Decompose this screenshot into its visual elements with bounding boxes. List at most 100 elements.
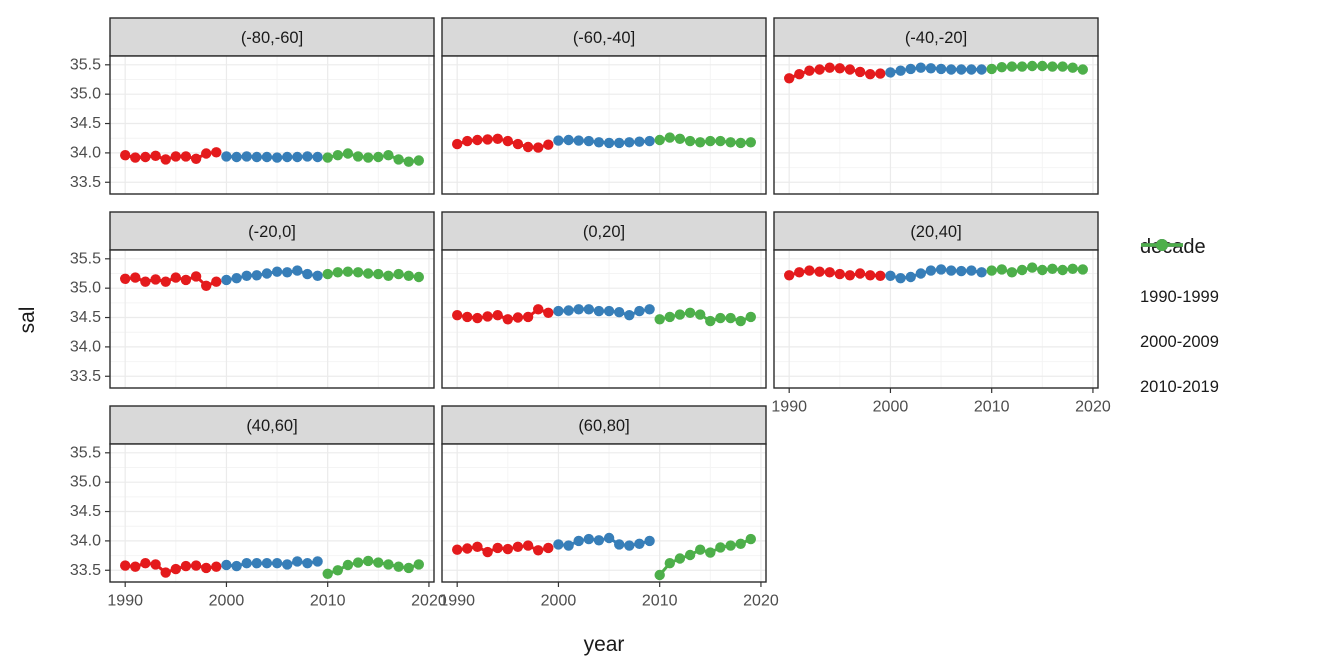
data-point (363, 268, 374, 279)
data-point (190, 271, 202, 282)
data-points-2010-2019 (986, 60, 1089, 75)
data-point (573, 304, 584, 315)
data-point (332, 565, 343, 576)
data-point (705, 547, 716, 558)
x-tick-label: 2000 (209, 593, 245, 610)
y-tick-label: 35.5 (70, 250, 101, 267)
data-point (745, 533, 756, 545)
data-point (201, 280, 212, 291)
data-point (1067, 263, 1078, 274)
data-point (271, 558, 283, 569)
data-point (221, 151, 232, 162)
data-point (261, 558, 273, 569)
data-point (784, 73, 795, 84)
legend-entry-2000-2009: 2000-2009 (1140, 239, 1219, 365)
data-point (905, 271, 916, 283)
data-point (814, 64, 825, 75)
data-point (563, 134, 574, 146)
data-point (814, 266, 825, 277)
data-point (140, 151, 151, 163)
data-points-2000-2009 (885, 264, 987, 284)
y-tick-label: 35.0 (70, 280, 101, 297)
data-point (211, 561, 222, 572)
x-tick-label: 2020 (743, 593, 779, 610)
data-point (1016, 61, 1028, 72)
data-point (140, 276, 151, 287)
data-point (1077, 264, 1089, 275)
data-point (956, 265, 967, 277)
data-points-1990-1999 (784, 265, 886, 281)
data-point (160, 567, 171, 578)
data-point (201, 562, 212, 574)
data-point (462, 311, 473, 323)
data-point (312, 270, 323, 281)
data-point (925, 63, 937, 74)
data-point (342, 266, 354, 277)
data-point (854, 66, 866, 78)
data-point (1057, 61, 1068, 72)
data-points-2000-2009 (553, 532, 655, 551)
data-point (261, 151, 273, 163)
data-point (241, 558, 252, 569)
data-points-2000-2009 (221, 265, 323, 286)
data-point (502, 314, 513, 325)
data-point (322, 152, 333, 163)
data-point (512, 541, 524, 552)
data-point (834, 268, 845, 280)
data-point (413, 155, 424, 166)
data-point (603, 137, 615, 149)
data-point (684, 307, 696, 318)
data-points-2000-2009 (221, 151, 323, 163)
data-point (452, 544, 463, 555)
x-axis: 1990 2000 2010 2020 (771, 388, 1111, 416)
data-point (946, 64, 957, 75)
data-point (322, 268, 333, 280)
data-point (352, 557, 364, 568)
x-tick-label: 2010 (974, 399, 1010, 416)
data-point (695, 137, 706, 148)
gridlines (442, 444, 766, 582)
data-point (462, 543, 473, 554)
data-point (603, 532, 615, 544)
facet-strip (441, 17, 767, 57)
panel-background (774, 56, 1098, 194)
data-point (844, 64, 856, 75)
data-point (935, 63, 947, 75)
data-point (482, 311, 493, 322)
data-points-1990-1999 (452, 133, 554, 153)
data-point (522, 141, 534, 153)
data-point (533, 142, 544, 153)
facet-strip (109, 17, 435, 57)
data-point (905, 63, 916, 75)
data-point (120, 150, 131, 161)
data-point (462, 135, 473, 147)
data-point (302, 558, 313, 569)
data-point (543, 307, 554, 318)
data-point (895, 273, 906, 284)
data-point (251, 270, 262, 281)
y-tick-label: 34.5 (70, 503, 101, 520)
data-point (393, 268, 404, 280)
data-point (684, 135, 696, 147)
data-points-1990-1999 (452, 304, 554, 325)
data-point (282, 267, 293, 278)
data-point (583, 533, 594, 545)
data-point (251, 151, 262, 163)
data-point (363, 152, 374, 163)
data-point (915, 62, 926, 73)
x-axis: 1990 2000 2010 2020 (107, 582, 447, 610)
data-point (271, 266, 283, 277)
data-point (966, 265, 977, 276)
data-point (302, 151, 313, 162)
facet-strip (773, 17, 1099, 57)
data-point (383, 270, 394, 281)
gridlines (774, 56, 1098, 194)
data-point (674, 553, 686, 564)
data-point (583, 304, 594, 315)
x-tick-label: 2000 (873, 399, 909, 416)
data-point (482, 546, 493, 558)
data-point (725, 137, 736, 148)
data-point (966, 64, 977, 75)
data-point (130, 272, 141, 283)
data-point (664, 558, 675, 569)
